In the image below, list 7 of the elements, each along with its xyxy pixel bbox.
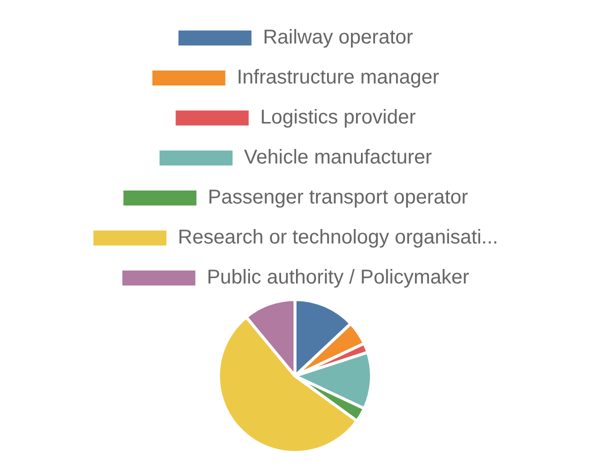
legend-label: Infrastructure manager	[236, 66, 440, 89]
legend-label: Passenger transport operator	[208, 186, 468, 209]
legend-label: Logistics provider	[260, 106, 416, 129]
legend-label: Research or technology organisati...	[178, 226, 498, 249]
legend-label: Vehicle manufacturer	[244, 146, 432, 169]
legend-label: Railway operator	[262, 26, 414, 49]
legend-label: Public authority / Policymaker	[206, 266, 470, 289]
